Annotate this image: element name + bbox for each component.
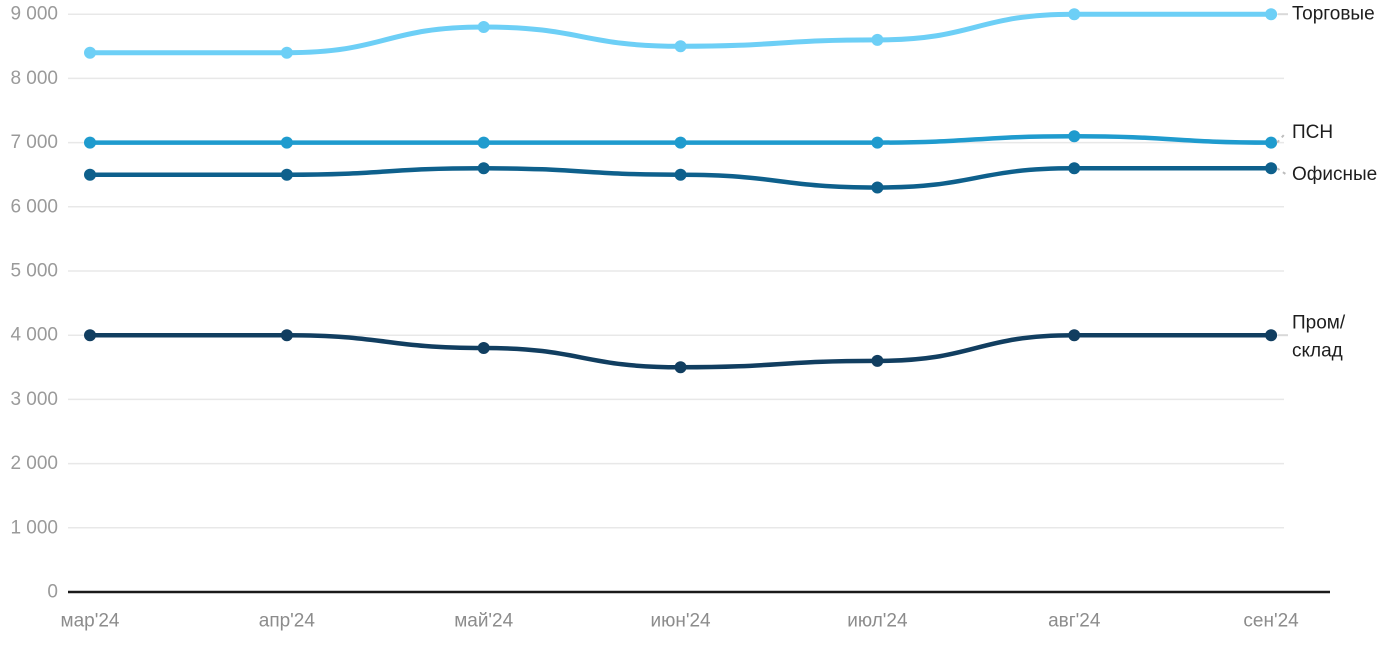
series-point-torgovye bbox=[1265, 8, 1278, 21]
label-leader-psn bbox=[1276, 131, 1287, 144]
series-point-ofisnye bbox=[674, 168, 687, 181]
series-point-psn bbox=[280, 136, 293, 149]
y-tick-label: 1 000 bbox=[10, 517, 58, 538]
series-point-prom-sklad bbox=[871, 354, 884, 367]
series-point-psn bbox=[84, 136, 96, 149]
series-label-ofisnye: Офисные bbox=[1292, 164, 1377, 185]
series-label-torgovye: Торговые bbox=[1292, 4, 1375, 25]
y-tick-label: 4 000 bbox=[10, 325, 58, 346]
series-label-prom-sklad: Пром/ bbox=[1292, 313, 1346, 334]
series-point-ofisnye bbox=[1265, 162, 1278, 175]
series-point-prom-sklad bbox=[1265, 329, 1278, 342]
series-point-psn bbox=[1265, 136, 1278, 149]
series-point-psn bbox=[871, 136, 884, 149]
series-ofisnye: Офисные bbox=[84, 162, 1377, 194]
series-point-ofisnye bbox=[1068, 162, 1081, 175]
x-tick-label: авг'24 bbox=[1048, 611, 1101, 632]
y-tick-label: 0 bbox=[47, 582, 58, 603]
y-tick-label: 5 000 bbox=[10, 261, 58, 282]
x-tick-label: апр'24 bbox=[259, 611, 316, 632]
series-point-ofisnye bbox=[871, 181, 884, 194]
y-tick-label: 8 000 bbox=[10, 68, 58, 89]
y-tick-label: 9 000 bbox=[10, 4, 58, 25]
series-point-torgovye bbox=[1068, 8, 1081, 21]
series-point-prom-sklad bbox=[280, 329, 293, 342]
series-point-torgovye bbox=[477, 21, 490, 33]
x-tick-label: июл'24 bbox=[847, 611, 908, 632]
series-point-ofisnye bbox=[477, 162, 490, 175]
x-tick-label: мар'24 bbox=[61, 611, 120, 632]
series-point-prom-sklad bbox=[1068, 329, 1081, 342]
series-label-psn: ПСН bbox=[1292, 122, 1333, 143]
series-torgovye: Торговые bbox=[84, 4, 1375, 59]
x-tick-label: сен'24 bbox=[1243, 611, 1299, 632]
series-point-ofisnye bbox=[280, 168, 293, 181]
series-point-ofisnye bbox=[84, 168, 96, 181]
series-point-prom-sklad bbox=[477, 342, 490, 354]
y-tick-label: 7 000 bbox=[10, 132, 58, 153]
x-tick-label: май'24 bbox=[454, 611, 513, 632]
series-psn: ПСН bbox=[84, 122, 1333, 149]
series-label-prom-sklad: склад bbox=[1292, 341, 1343, 362]
series-point-torgovye bbox=[280, 46, 293, 59]
y-tick-label: 6 000 bbox=[10, 196, 58, 217]
series-prom-sklad: Пром/склад bbox=[84, 313, 1346, 374]
series-point-prom-sklad bbox=[84, 329, 96, 342]
series-point-psn bbox=[1068, 130, 1081, 143]
series-point-torgovye bbox=[674, 40, 687, 53]
label-leader-ofisnye bbox=[1276, 167, 1287, 176]
series-point-psn bbox=[674, 136, 687, 149]
series-point-torgovye bbox=[84, 46, 96, 59]
series-point-psn bbox=[477, 136, 490, 149]
y-tick-label: 3 000 bbox=[10, 389, 58, 410]
series-point-prom-sklad bbox=[674, 361, 687, 374]
series-point-torgovye bbox=[871, 33, 884, 46]
y-tick-label: 2 000 bbox=[10, 453, 58, 474]
x-tick-label: июн'24 bbox=[650, 611, 711, 632]
